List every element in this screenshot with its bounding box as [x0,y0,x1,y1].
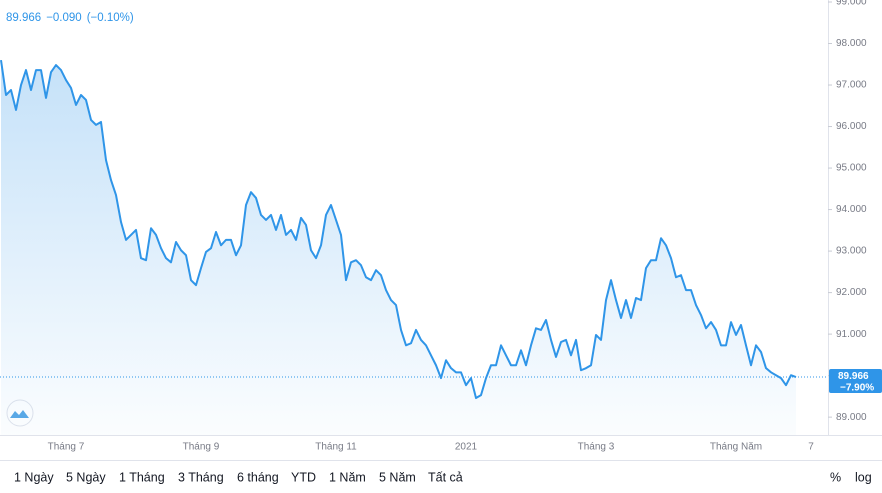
range-button[interactable]: 5 Ngày [66,470,106,484]
range-button[interactable]: 1 Tháng [119,470,165,484]
y-tick-label: 94.000 [836,204,867,215]
range-button[interactable]: Tất cả [428,470,463,484]
range-button[interactable]: YTD [291,470,316,484]
x-tick-label: Tháng 7 [48,442,85,453]
x-tick-label: Tháng 3 [578,442,615,453]
range-button[interactable]: 3 Tháng [178,470,224,484]
scale-button[interactable]: % [830,470,841,484]
y-tick-label: 99.000 [836,0,867,8]
y-tick-label: 93.000 [836,246,867,257]
area [1,60,796,436]
last-price-box [829,369,882,394]
range-button[interactable]: 5 Năm [379,470,416,484]
y-tick-label: 98.000 [836,38,867,49]
x-tick-label: 7 [808,442,814,453]
scale-button[interactable]: log [855,470,872,484]
range-button[interactable]: 6 tháng [237,470,279,484]
y-tick-label: 97.000 [836,80,867,91]
header: 89.966 −0.090 (−0.10%) [6,12,134,24]
y-tick-label: 95.000 [836,163,867,174]
header-change: −0.090 [46,12,82,24]
x-tick-label: Tháng Năm [710,442,762,453]
y-tick-label: 92.000 [836,287,867,298]
x-tick-label: 2021 [455,442,478,453]
header-price: 89.966 [6,12,41,24]
x-tick-label: Tháng 11 [315,442,357,453]
line [0,59,797,400]
x-tick-label: Tháng 9 [183,442,220,453]
last-change-label: −7.90% [840,383,874,394]
y-tick-label: 96.000 [836,121,867,132]
last-price-label: 89.966 [838,371,869,382]
header-change-pct: (−0.10%) [87,12,134,24]
range-button[interactable]: 1 Năm [329,470,366,484]
y-tick-label: 91.000 [836,329,867,340]
range-button[interactable]: 1 Ngày [14,470,54,484]
y-tick-label: 89.000 [836,412,867,423]
